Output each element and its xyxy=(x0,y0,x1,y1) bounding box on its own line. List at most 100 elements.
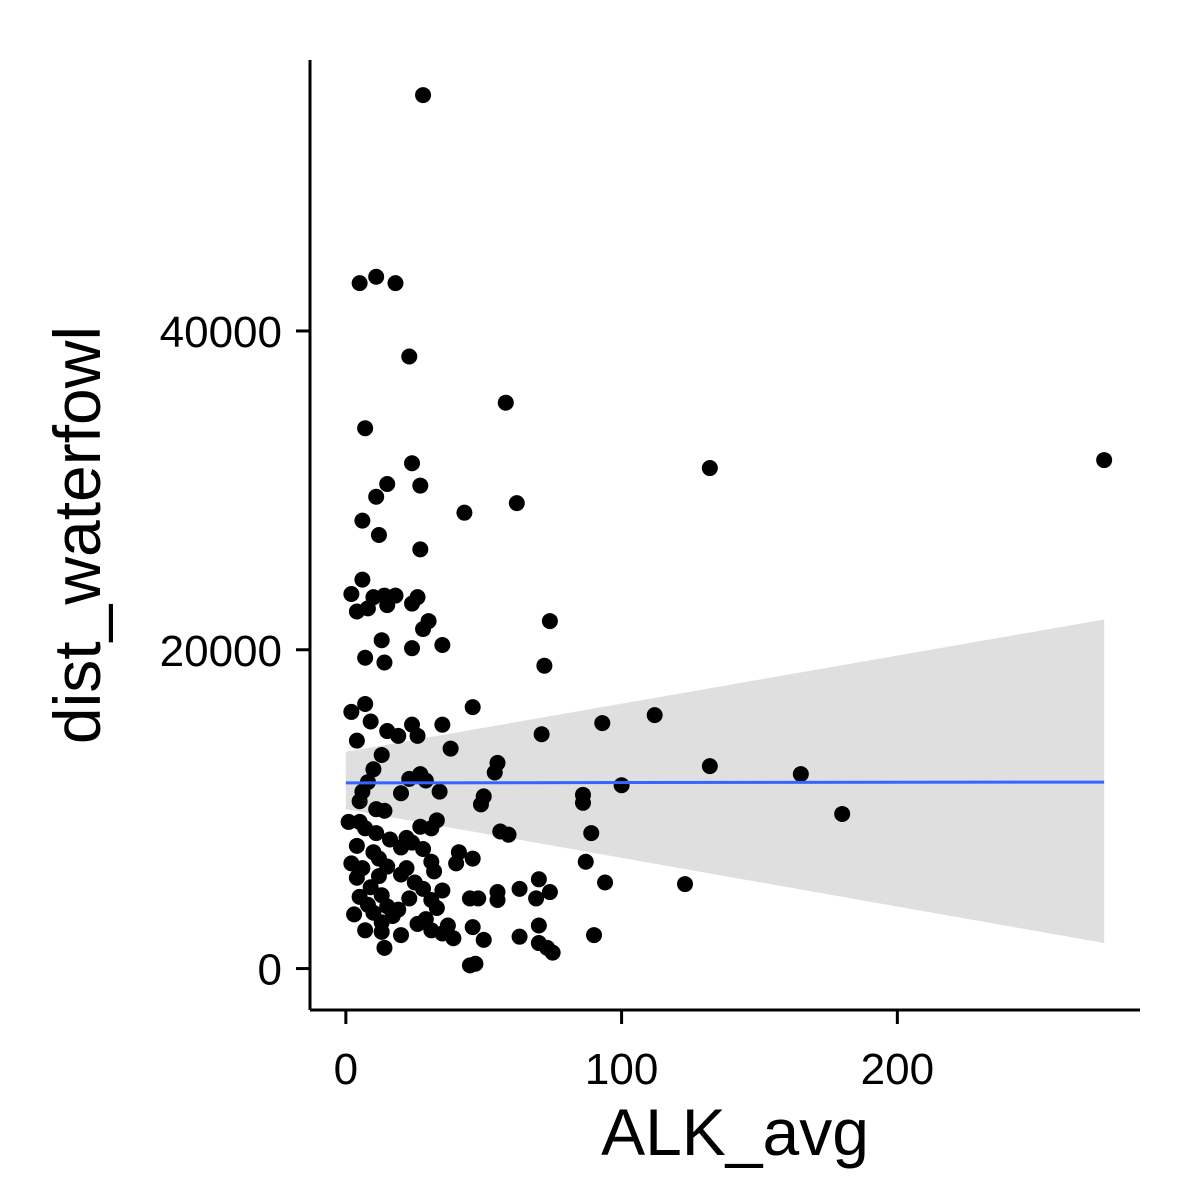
data-points xyxy=(340,87,1113,974)
data-point xyxy=(343,703,360,720)
data-point xyxy=(701,460,718,477)
data-point xyxy=(376,802,393,819)
y-axis-ticks: 0 20000 40000 xyxy=(160,308,310,995)
data-point xyxy=(404,595,421,612)
data-point xyxy=(351,793,368,810)
data-point xyxy=(428,899,445,916)
data-point xyxy=(409,915,426,932)
data-point xyxy=(362,713,379,730)
data-point xyxy=(434,716,451,733)
data-point xyxy=(362,879,379,896)
data-point xyxy=(415,841,432,858)
data-point xyxy=(533,726,550,743)
data-point xyxy=(475,931,492,948)
data-point xyxy=(586,927,603,944)
data-point xyxy=(677,876,694,893)
data-point xyxy=(583,825,600,842)
data-point xyxy=(613,777,630,794)
data-point xyxy=(456,504,473,521)
data-point xyxy=(368,488,385,505)
data-point xyxy=(536,657,553,674)
data-point xyxy=(373,923,390,940)
data-point xyxy=(1096,452,1113,469)
data-point xyxy=(497,394,514,411)
data-point xyxy=(594,715,611,732)
data-point xyxy=(348,732,365,749)
data-point xyxy=(426,863,443,880)
data-point xyxy=(467,955,484,972)
data-point xyxy=(379,597,396,614)
data-point xyxy=(392,866,409,883)
data-point xyxy=(489,892,506,909)
data-point xyxy=(530,871,547,888)
fit-line xyxy=(345,780,1105,785)
data-point xyxy=(354,571,371,588)
data-point xyxy=(357,695,374,712)
data-point xyxy=(354,512,371,529)
data-point xyxy=(445,930,462,947)
data-point xyxy=(390,727,407,744)
data-point xyxy=(541,884,558,901)
y-tick-label: 0 xyxy=(258,946,282,995)
data-point xyxy=(544,944,561,961)
data-point xyxy=(379,475,396,492)
data-point xyxy=(370,527,387,543)
data-point xyxy=(343,585,360,602)
data-point xyxy=(528,890,545,907)
y-tick-label: 20000 xyxy=(160,627,282,676)
data-point xyxy=(365,761,382,778)
data-point xyxy=(373,632,390,649)
data-point xyxy=(574,794,591,811)
data-point xyxy=(431,783,448,800)
data-point xyxy=(508,495,525,512)
data-point xyxy=(348,869,365,886)
data-point xyxy=(368,268,385,285)
data-point xyxy=(423,820,440,837)
data-point xyxy=(381,831,398,848)
data-point xyxy=(415,880,432,897)
data-point xyxy=(417,772,434,789)
data-point xyxy=(376,654,393,671)
data-point xyxy=(412,477,429,494)
x-tick-label: 200 xyxy=(861,1045,934,1094)
data-point xyxy=(464,919,481,936)
data-point xyxy=(357,922,374,939)
data-point xyxy=(409,727,426,744)
data-point xyxy=(597,874,614,891)
data-point xyxy=(511,880,528,897)
y-axis-title: dist_waterfowl xyxy=(40,326,114,744)
data-point xyxy=(401,348,418,365)
x-tick-label: 0 xyxy=(334,1045,358,1094)
data-point xyxy=(387,275,404,292)
data-point xyxy=(340,813,357,830)
data-point xyxy=(415,87,432,104)
x-tick-label: 100 xyxy=(585,1045,658,1094)
data-point xyxy=(348,837,365,854)
data-point xyxy=(412,541,429,558)
data-point xyxy=(511,928,528,945)
data-point xyxy=(530,917,547,934)
data-point xyxy=(464,850,481,867)
data-point xyxy=(359,600,376,617)
data-point xyxy=(472,796,489,813)
data-point xyxy=(351,275,368,292)
data-point xyxy=(357,649,374,666)
data-point xyxy=(357,420,374,437)
x-axis-ticks: 0 100 200 xyxy=(334,1010,934,1094)
data-point xyxy=(404,640,421,657)
data-point xyxy=(434,882,451,899)
data-point xyxy=(834,805,851,822)
data-point xyxy=(500,826,517,843)
data-point xyxy=(392,927,409,944)
data-point xyxy=(376,939,393,956)
data-point xyxy=(401,770,418,787)
data-point xyxy=(392,785,409,802)
x-axis-title: ALK_avg xyxy=(601,1095,869,1169)
data-point xyxy=(448,855,465,872)
data-point xyxy=(646,707,663,724)
data-point xyxy=(368,825,385,842)
data-point xyxy=(392,839,409,856)
data-point xyxy=(346,906,363,923)
data-point xyxy=(434,636,451,653)
data-point xyxy=(792,766,809,783)
